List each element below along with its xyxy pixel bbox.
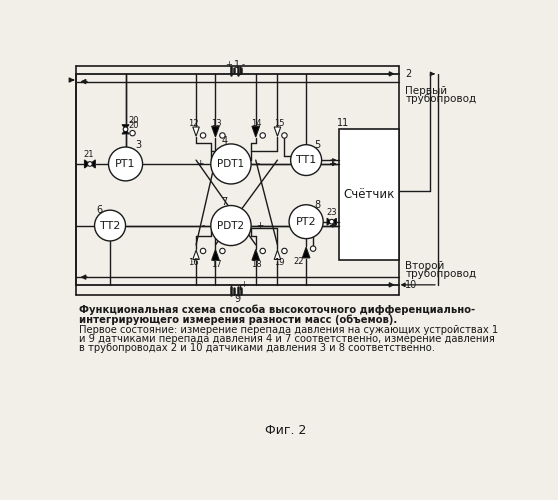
Text: PDT2: PDT2: [218, 220, 244, 230]
Circle shape: [220, 133, 225, 138]
Text: 1: 1: [234, 60, 240, 70]
Text: 23: 23: [326, 208, 337, 217]
Text: 20: 20: [128, 116, 138, 124]
Text: 14: 14: [251, 120, 262, 128]
Text: 2: 2: [405, 69, 412, 79]
Text: 9: 9: [234, 294, 240, 304]
Text: TT2: TT2: [100, 220, 120, 230]
Text: PT2: PT2: [296, 216, 316, 226]
Text: 10: 10: [405, 280, 417, 290]
Circle shape: [123, 127, 128, 132]
Text: +: +: [240, 280, 247, 289]
Text: +: +: [225, 60, 232, 69]
Text: Первое состояние: измерение перепада давления на сужающих устройствах 1: Первое состояние: измерение перепада дав…: [79, 325, 498, 335]
Circle shape: [329, 220, 334, 224]
Text: 8: 8: [314, 200, 320, 210]
Text: 13: 13: [211, 120, 222, 128]
Circle shape: [220, 248, 225, 254]
Text: TT1: TT1: [296, 155, 316, 165]
Text: PT1: PT1: [116, 159, 136, 169]
Circle shape: [282, 133, 287, 138]
Circle shape: [211, 206, 251, 246]
Text: 15: 15: [274, 120, 284, 128]
Polygon shape: [122, 130, 129, 134]
Text: Фиг. 2: Фиг. 2: [265, 424, 307, 438]
Polygon shape: [302, 247, 310, 258]
Text: и 9 датчиками перепада давления 4 и 7 соответственно, измерение давления: и 9 датчиками перепада давления 4 и 7 со…: [79, 334, 495, 344]
Text: 16: 16: [189, 258, 199, 267]
Text: 11: 11: [337, 118, 349, 128]
Polygon shape: [211, 250, 219, 260]
Circle shape: [289, 205, 323, 238]
Text: +: +: [198, 160, 208, 168]
Text: -: -: [254, 160, 261, 168]
Polygon shape: [90, 160, 95, 168]
Text: Счётчик: Счётчик: [344, 188, 395, 201]
Circle shape: [260, 133, 266, 138]
Circle shape: [282, 248, 287, 254]
Text: трубопровод: трубопровод: [405, 269, 477, 279]
Polygon shape: [327, 218, 331, 225]
Text: +: +: [254, 221, 264, 230]
Text: Второй: Второй: [405, 260, 445, 270]
Polygon shape: [211, 126, 219, 137]
Circle shape: [94, 210, 126, 241]
Text: 17: 17: [211, 260, 222, 268]
Text: Первый: Первый: [405, 86, 448, 96]
Circle shape: [200, 248, 206, 254]
Circle shape: [108, 147, 143, 181]
Text: 3: 3: [135, 140, 141, 150]
Circle shape: [211, 144, 251, 184]
Polygon shape: [274, 127, 281, 136]
Polygon shape: [193, 127, 199, 136]
Text: 6: 6: [96, 205, 102, 215]
Polygon shape: [84, 160, 90, 168]
Polygon shape: [122, 124, 129, 130]
Circle shape: [130, 130, 135, 136]
Text: интегрирующего измерения разности масс (объемов).: интегрирующего измерения разности масс (…: [79, 314, 397, 324]
Polygon shape: [193, 250, 199, 260]
Polygon shape: [252, 126, 259, 137]
Text: 5: 5: [314, 140, 320, 149]
Text: 7: 7: [222, 198, 228, 207]
Circle shape: [291, 144, 321, 176]
Text: -: -: [201, 221, 208, 230]
Text: трубопровод: трубопровод: [405, 94, 477, 104]
Circle shape: [260, 248, 266, 254]
Bar: [339, 130, 399, 260]
Polygon shape: [331, 218, 336, 225]
Text: 22: 22: [293, 257, 304, 266]
Text: 18: 18: [251, 260, 262, 268]
Text: 12: 12: [189, 120, 199, 128]
Text: 20: 20: [128, 121, 138, 130]
Text: -: -: [242, 60, 245, 69]
Text: 19: 19: [274, 258, 284, 267]
Circle shape: [200, 133, 206, 138]
Text: 4: 4: [222, 136, 228, 146]
Text: -: -: [227, 280, 230, 289]
Polygon shape: [274, 250, 281, 260]
Text: Функциональная схема способа высокоточного дифференциально-: Функциональная схема способа высокоточно…: [79, 305, 475, 316]
Circle shape: [88, 162, 92, 166]
Text: в трубопроводах 2 и 10 датчиками давления 3 и 8 соответственно.: в трубопроводах 2 и 10 датчиками давлени…: [79, 344, 435, 353]
Text: 21: 21: [83, 150, 94, 159]
Polygon shape: [252, 250, 259, 260]
Text: PDT1: PDT1: [218, 159, 244, 169]
Circle shape: [310, 246, 316, 252]
